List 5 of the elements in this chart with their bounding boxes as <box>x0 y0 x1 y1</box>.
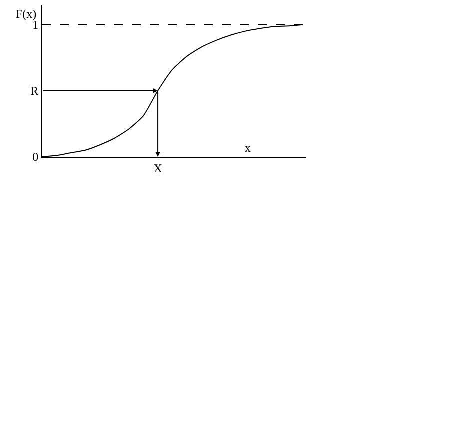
y-axis-title: F(x) <box>16 7 37 21</box>
y-tick-label: R <box>30 84 39 98</box>
y-tick-label: 0 <box>32 150 39 164</box>
x-axis-title: x <box>245 141 251 155</box>
x-tick-label: X <box>154 161 163 176</box>
